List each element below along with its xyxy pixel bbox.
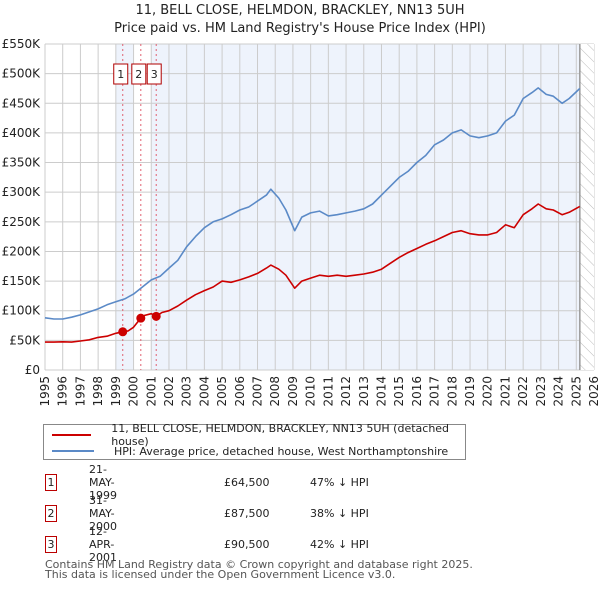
sale-marker-badge: 1 (45, 473, 57, 491)
chart-subtitle: Price paid vs. HM Land Registry's House … (114, 21, 486, 36)
x-tick-label: 2003 (180, 376, 194, 407)
sale-marker-box (113, 63, 129, 85)
sale-point-3 (151, 311, 161, 321)
legend-label: HPI: Average price, detached house, West… (114, 444, 449, 458)
y-tick-label: £0 (25, 363, 40, 377)
x-tick-label: 2021 (498, 376, 512, 407)
x-tick-label: 1997 (73, 376, 87, 407)
chart-legend: 11, BELL CLOSE, HELMDON, BRACKLEY, NN13 … (43, 422, 466, 460)
sale-date: 12-APR-2001 (89, 524, 117, 564)
y-tick-label: £50K (9, 333, 41, 347)
y-tick-label: £150K (2, 274, 42, 288)
sale-marker-label: 2 (135, 68, 142, 81)
table-row: 1 21-MAY-1999 £64,500 47% ↓ HPI (45, 463, 369, 502)
legend-swatch-blue (52, 450, 94, 452)
attribution-line-1: Contains HM Land Registry data © Crown c… (45, 558, 473, 571)
x-tick-label: 2025 (569, 376, 583, 407)
x-tick-label: 2017 (428, 376, 442, 407)
sale-marker-box (146, 63, 162, 85)
legend-swatch-red (52, 434, 92, 436)
y-tick-label: £500K (2, 67, 42, 81)
x-tick-label: 2007 (251, 376, 265, 407)
future-hatch (579, 44, 594, 370)
sale-price: £87,500 (224, 506, 270, 520)
x-tick-label: 2014 (374, 376, 388, 407)
x-tick-label: 1996 (56, 376, 70, 407)
x-tick-label: 2009 (286, 376, 300, 407)
sale-hpi-diff: 38% ↓ HPI (310, 506, 369, 520)
sale-point-2 (136, 313, 146, 323)
x-tick-label: 2026 (587, 376, 600, 407)
y-tick-label: £200K (2, 244, 42, 258)
y-tick-label: £100K (2, 304, 42, 318)
table-row: 2 31-MAY-2000 £87,500 38% ↓ HPI (45, 494, 369, 533)
hpi-line (44, 87, 581, 320)
sale-marker-label: 3 (151, 68, 158, 81)
x-tick-label: 1999 (109, 376, 123, 407)
y-tick-label: £300K (2, 185, 42, 199)
legend-item-price-paid: 11, BELL CLOSE, HELMDON, BRACKLEY, NN13 … (52, 422, 465, 448)
x-tick-label: 2010 (304, 376, 318, 407)
sale-marker-badge: 3 (45, 535, 57, 553)
sale-hpi-diff: 47% ↓ HPI (310, 475, 369, 489)
shaded-band (115, 44, 134, 370)
x-tick-label: 2015 (392, 376, 406, 407)
x-tick-label: 2011 (321, 376, 335, 407)
x-tick-label: 2019 (463, 376, 477, 407)
x-tick-label: 2024 (552, 376, 566, 407)
x-tick-label: 1995 (38, 376, 52, 407)
sale-hpi-diff: 42% ↓ HPI (310, 537, 369, 551)
x-tick-label: 2002 (162, 376, 176, 407)
sale-marker-label: 1 (117, 68, 124, 81)
x-tick-label: 2006 (233, 376, 247, 407)
y-tick-label: £350K (2, 156, 42, 170)
sale-date: 31-MAY-2000 (89, 493, 117, 533)
x-tick-label: 2012 (339, 376, 353, 407)
price-paid-line (45, 203, 581, 343)
sale-price: £64,500 (224, 475, 270, 489)
x-tick-label: 2018 (445, 376, 459, 407)
x-tick-label: 2016 (410, 376, 424, 407)
y-tick-label: £550K (2, 37, 42, 51)
x-tick-label: 1998 (91, 376, 105, 407)
sale-point-1 (118, 327, 128, 337)
y-tick-label: £400K (2, 126, 42, 140)
x-tick-label: 2022 (516, 376, 530, 407)
sale-date: 21-MAY-1999 (89, 462, 117, 502)
x-tick-label: 2008 (268, 376, 282, 407)
chart-title: 11, BELL CLOSE, HELMDON, BRACKLEY, NN13 … (135, 3, 465, 18)
x-tick-label: 2005 (215, 376, 229, 407)
x-tick-label: 2023 (534, 376, 548, 407)
sale-price: £90,500 (224, 537, 270, 551)
attribution-footer: Contains HM Land Registry data © Crown c… (45, 558, 473, 581)
y-tick-label: £450K (2, 96, 42, 110)
x-tick-label: 2020 (481, 376, 495, 407)
price-chart: £0 £50K £100K £150K £200K £250K £300K £350K £400… (2, 37, 600, 407)
attribution-line-2: This data is licensed under the Open Gov… (45, 568, 396, 581)
x-tick-label: 2000 (127, 376, 141, 407)
table-row: 3 12-APR-2001 £90,500 42% ↓ HPI (45, 525, 369, 564)
sale-marker-badge: 2 (45, 504, 57, 522)
legend-label: 11, BELL CLOSE, HELMDON, BRACKLEY, NN13 … (111, 422, 450, 448)
x-tick-label: 2001 (144, 376, 158, 407)
sale-marker-box (131, 63, 147, 85)
x-tick-label: 2004 (197, 376, 211, 407)
y-tick-label: £250K (2, 215, 42, 229)
x-tick-label: 2013 (357, 376, 371, 407)
legend-item-hpi: HPI: Average price, detached house, West… (52, 443, 448, 459)
